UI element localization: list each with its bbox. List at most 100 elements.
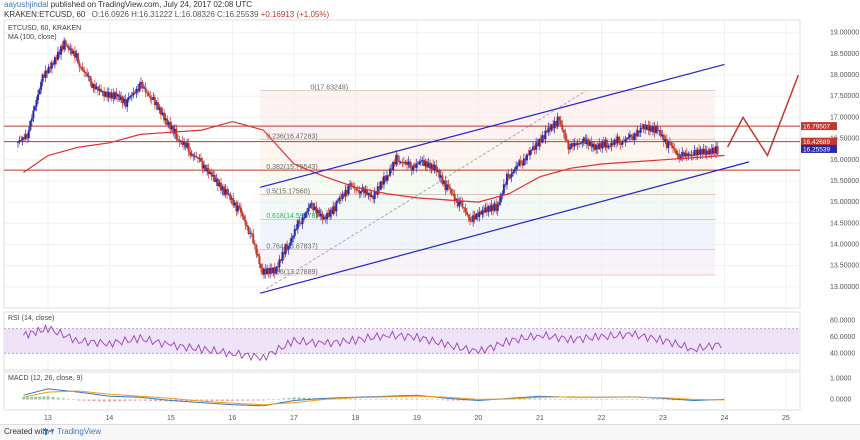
macd-histogram-bar xyxy=(184,399,188,402)
candle-body xyxy=(213,175,216,182)
macd-histogram-bar xyxy=(594,399,598,400)
candle-body xyxy=(103,91,106,97)
macd-histogram-bar xyxy=(574,399,578,400)
candle-body xyxy=(386,175,389,181)
macd-histogram-bar xyxy=(56,397,60,400)
macd-histogram-bar xyxy=(61,398,65,400)
macd-histogram-bar xyxy=(67,399,70,400)
candle-body xyxy=(266,268,269,275)
candle-body xyxy=(92,84,95,88)
candle-body xyxy=(358,190,361,194)
candle-body xyxy=(243,216,246,220)
publisher-name[interactable]: aayushjindal xyxy=(4,0,49,9)
symbol-label: KRAKEN:ETCUSD, 60 xyxy=(4,10,86,19)
macd-histogram-bar xyxy=(553,399,557,400)
candle-body xyxy=(561,124,564,130)
macd-histogram-bar xyxy=(369,398,373,400)
candle-body xyxy=(322,216,325,220)
macd-histogram-bar xyxy=(297,397,301,400)
fib-zone xyxy=(260,219,716,250)
candle-body xyxy=(286,244,289,250)
candle-body xyxy=(579,143,582,145)
candle-body xyxy=(524,158,527,161)
macd-histogram-bar xyxy=(236,399,240,401)
candle-body xyxy=(399,161,402,163)
macd-histogram-bar xyxy=(200,399,204,401)
candle-body xyxy=(547,127,550,133)
candle-body xyxy=(548,127,551,131)
candle-body xyxy=(419,161,422,163)
candle-body xyxy=(109,92,112,99)
candle-body xyxy=(516,165,519,167)
candle-body xyxy=(310,203,313,205)
candle-body xyxy=(710,149,713,154)
candle-body xyxy=(678,153,681,160)
candle-body xyxy=(181,140,184,145)
candle-body xyxy=(406,161,409,165)
candle-body xyxy=(210,171,213,177)
macd-histogram-bar xyxy=(589,399,593,400)
candle-body xyxy=(716,146,719,155)
candle-body xyxy=(218,182,221,187)
macd-histogram-bar xyxy=(395,398,398,400)
candle-body xyxy=(570,143,573,148)
channel-lower-line xyxy=(260,161,750,294)
candle-body xyxy=(347,184,350,195)
macd-histogram-bar xyxy=(215,399,219,401)
candle-body xyxy=(72,51,75,54)
candle-body xyxy=(101,91,104,93)
candle-body xyxy=(501,193,504,195)
candle-body xyxy=(61,46,64,50)
candle-body xyxy=(136,88,139,92)
candle-body xyxy=(267,268,270,274)
candle-body xyxy=(163,112,166,121)
candle-body xyxy=(696,149,699,156)
macd-histogram-bar xyxy=(159,399,163,402)
candle-body xyxy=(707,150,710,155)
macd-histogram-bar xyxy=(205,399,209,401)
macd-histogram-bar xyxy=(277,398,281,400)
candle-body xyxy=(230,198,233,200)
macd-histogram-bar xyxy=(579,399,583,400)
candle-body xyxy=(278,259,281,268)
macd-histogram-bar xyxy=(307,397,311,400)
candle-body xyxy=(192,153,195,157)
candle-body xyxy=(299,223,302,225)
candle-body xyxy=(41,74,44,83)
macd-histogram-bar xyxy=(446,399,450,401)
candle-body xyxy=(452,193,455,195)
candle-body xyxy=(398,160,401,163)
candle-body xyxy=(418,161,421,165)
tradingview-brand[interactable]: TradingView xyxy=(57,427,102,436)
candle-body xyxy=(246,225,249,227)
candle-body xyxy=(306,211,309,213)
candle-body xyxy=(67,45,70,50)
candle-body xyxy=(70,48,73,54)
macd-histogram-bar xyxy=(118,399,122,402)
macd-histogram-bar xyxy=(272,399,275,400)
candle-body xyxy=(112,92,115,99)
candle-body xyxy=(552,124,555,129)
candle-body xyxy=(504,184,507,186)
price-tick-label: 14.00000 xyxy=(830,241,859,248)
candle-body xyxy=(572,143,575,147)
candle-body xyxy=(135,88,138,94)
macd-histogram-bar xyxy=(282,398,286,400)
candle-body xyxy=(35,99,38,107)
candle-body xyxy=(472,215,475,222)
candle-body xyxy=(81,67,84,71)
candle-body xyxy=(252,233,255,244)
candle-body xyxy=(369,192,372,197)
fib-level-label: 0.618(14.59578) xyxy=(266,213,317,220)
candle-body xyxy=(422,159,425,167)
macd-histogram-bar xyxy=(266,399,270,400)
macd-histogram-bar xyxy=(410,398,414,400)
candle-body xyxy=(521,162,524,166)
candle-body xyxy=(635,133,638,137)
candle-body xyxy=(473,215,476,220)
candle-body xyxy=(33,106,36,111)
macd-histogram-bar xyxy=(605,399,609,400)
candle-body xyxy=(412,165,415,171)
candle-body xyxy=(235,202,238,212)
